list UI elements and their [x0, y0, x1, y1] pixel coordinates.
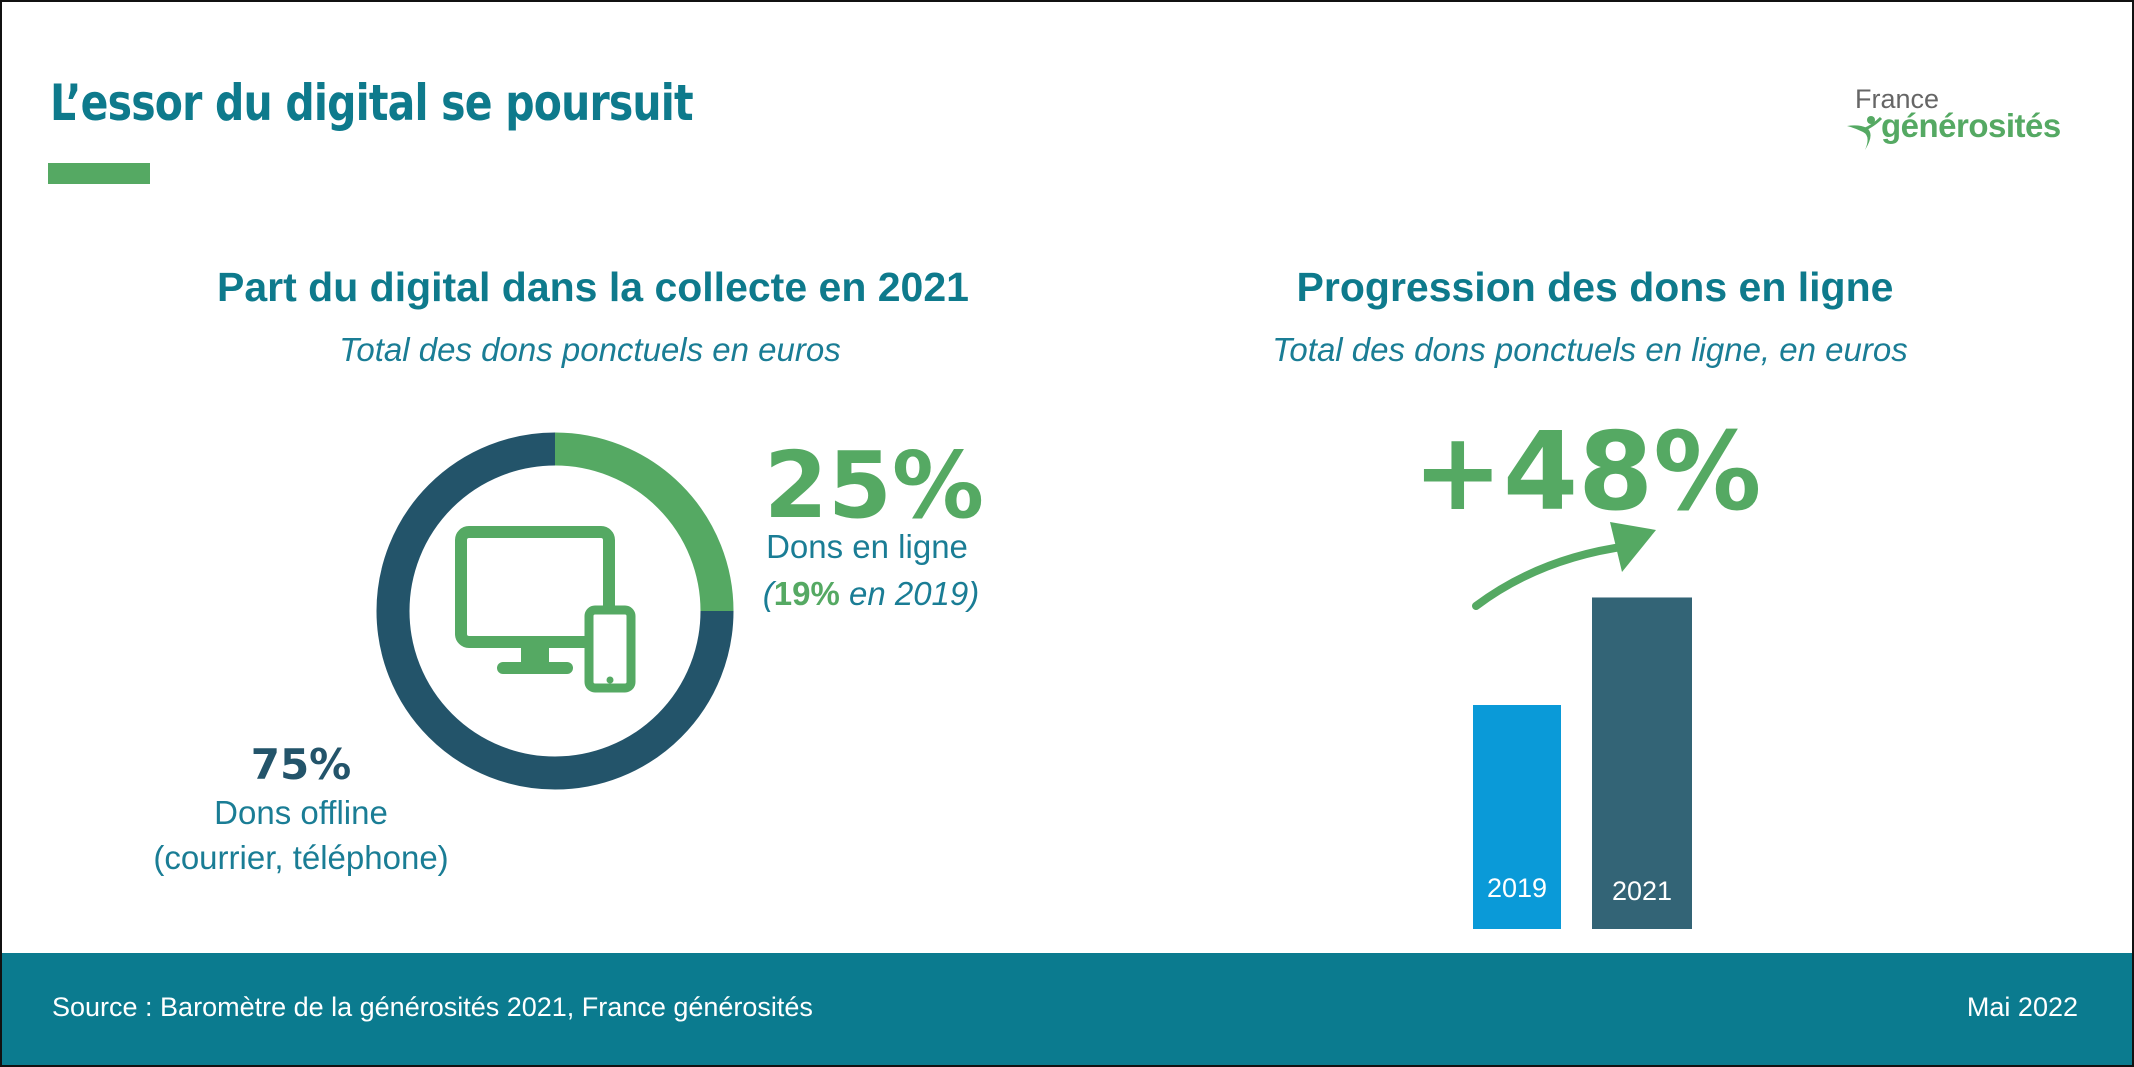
france-generosites-logo: France générosités: [1845, 84, 2085, 154]
bar-chart: [1473, 597, 1692, 929]
offline-note: (courrier, téléphone): [153, 839, 449, 876]
note-pct: 19%: [773, 575, 840, 612]
left-chart-title: Part du digital dans la collecte en 2021: [217, 264, 969, 310]
curved-up-arrow-icon: [1472, 522, 1656, 610]
source-text: Source : Baromètre de la générosités 202…: [52, 992, 813, 1022]
online-label: Dons en ligne: [766, 528, 968, 565]
date-text: Mai 2022: [1966, 992, 2078, 1022]
runner-figure-icon: [1847, 116, 1883, 150]
donut-slice-online: [554, 432, 734, 612]
bar-2021: [1592, 597, 1692, 929]
growth-annotation: +48%: [1412, 410, 1762, 535]
bar-label-2019: 2019: [1486, 873, 1548, 903]
note-open: (: [762, 575, 774, 612]
right-chart-subtitle: Total des dons ponctuels en ligne, en eu…: [1272, 331, 1908, 368]
logo-line1: France: [1855, 84, 1940, 114]
title-underline: [48, 163, 150, 184]
right-chart-title: Progression des dons en ligne: [1296, 264, 1894, 310]
donut-chart: [376, 432, 734, 790]
desktop-and-phone-icon: [455, 526, 636, 693]
page-title: L’essor du digital se poursuit: [50, 74, 694, 132]
bar-2019: [1473, 705, 1561, 929]
online-2019-note: (19% en 2019): [763, 575, 980, 613]
online-percent: 25%: [763, 432, 985, 539]
note-rest: en 2019): [839, 575, 980, 612]
left-chart-subtitle: Total des dons ponctuels en euros: [339, 331, 841, 368]
donut-slice-offline: [376, 432, 734, 790]
logo-line2: générosités: [1881, 107, 2061, 144]
footer-bar: [0, 953, 2134, 1067]
offline-percent: 75%: [250, 740, 352, 789]
offline-label: Dons offline: [214, 794, 388, 831]
bar-label-2021: 2021: [1611, 876, 1673, 906]
